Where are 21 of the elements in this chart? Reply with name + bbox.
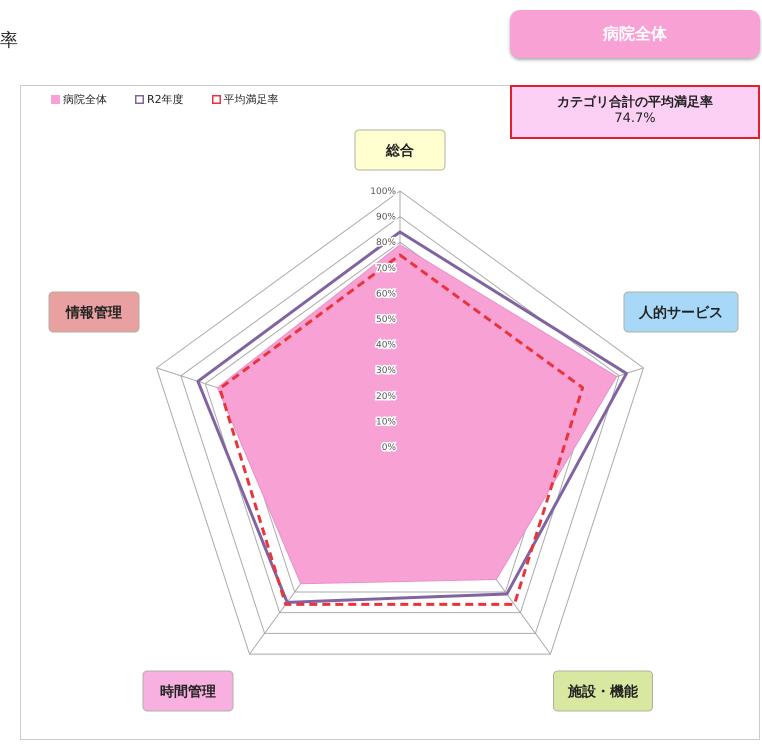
legend-label: R2年度: [147, 92, 184, 107]
spoke-label: 人的サービス: [638, 305, 723, 321]
text: 病院全体: [510, 10, 760, 58]
chart-title: 率: [0, 29, 18, 52]
y-tick-label: 60%: [376, 289, 396, 300]
y-tick-label: 20%: [376, 392, 396, 402]
spoke-label: 施設・機能: [567, 684, 639, 700]
spoke-label: 時間管理: [160, 684, 216, 700]
y-tick-label: 100%: [370, 187, 396, 197]
y-tick-label: 0%: [382, 443, 396, 453]
spoke-label: 情報管理: [65, 305, 122, 321]
spoke-label: 総合: [385, 143, 414, 159]
text: カテゴリ合計の平均満足率: [556, 94, 714, 111]
y-tick-label: 10%: [376, 417, 396, 428]
y-tick-label: 90%: [376, 212, 396, 223]
y-tick-label: 50%: [376, 315, 396, 325]
y-tick-label: 40%: [376, 340, 396, 351]
legend-label: 平均満足率: [224, 92, 279, 107]
text: 74.7%: [613, 111, 657, 126]
y-tick-label: 30%: [376, 366, 396, 376]
legend-label: 病院全体: [63, 92, 107, 107]
